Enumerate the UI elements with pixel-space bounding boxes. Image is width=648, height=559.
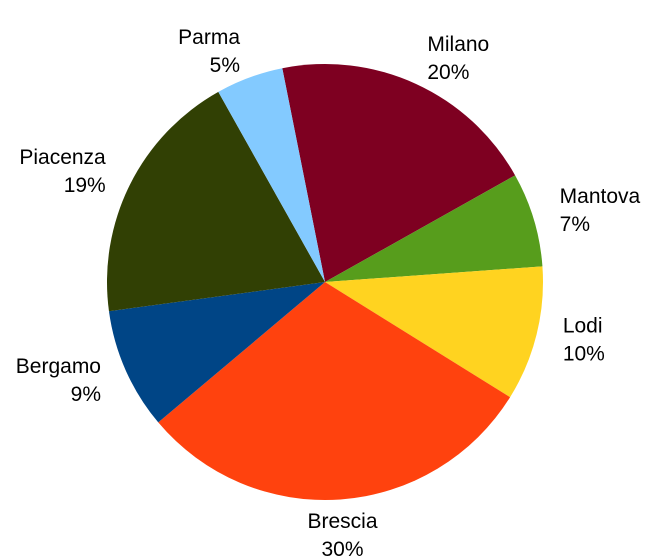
slice-value-label: 5%: [210, 54, 240, 77]
slice-value-label: 19%: [64, 174, 106, 197]
pie-slice: [158, 282, 511, 501]
pie-slice: [106, 91, 325, 312]
slice-label: Lodi: [563, 314, 603, 337]
slice-value-label: 10%: [563, 342, 605, 365]
pie-slice: [218, 68, 325, 282]
slice-value-label: 9%: [71, 383, 101, 406]
slice-label: Mantova: [560, 185, 641, 208]
pie-slice: [325, 175, 543, 282]
slice-value-label: 30%: [322, 538, 364, 559]
pie-slice: [108, 282, 325, 423]
slice-label: Piacenza: [19, 146, 106, 169]
slice-value-label: 7%: [560, 213, 590, 236]
slice-value-label: 20%: [427, 61, 469, 84]
slice-label: Brescia: [308, 510, 378, 533]
pie-slice: [325, 266, 543, 398]
slice-label: Milano: [427, 33, 489, 56]
pie-slice: [282, 64, 516, 283]
slice-label: Parma: [178, 26, 240, 49]
slice-label: Bergamo: [16, 355, 101, 378]
